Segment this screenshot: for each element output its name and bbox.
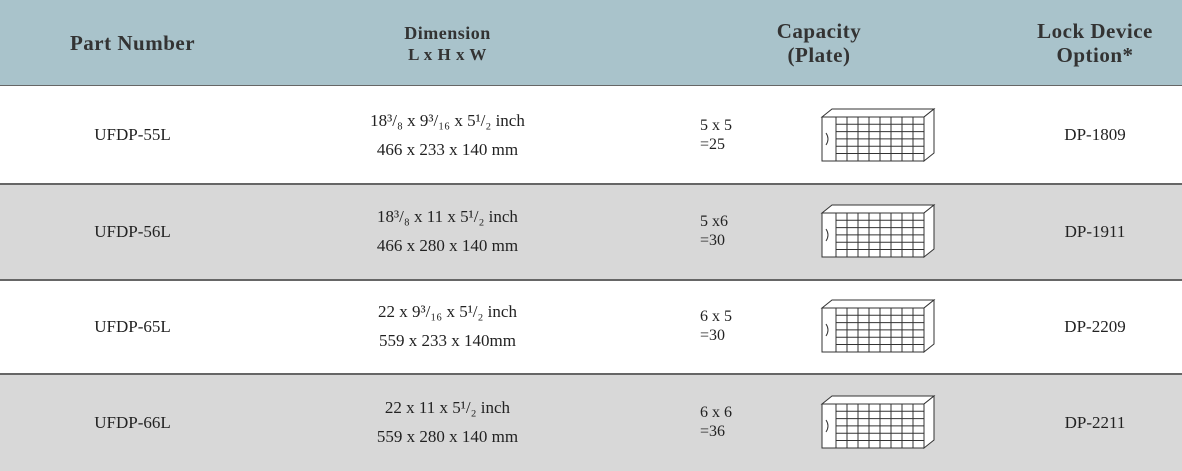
part-number: UFDP-66L: [94, 412, 171, 432]
dimension-cell: 22 x 11 x 5¹/₂ inch 559 x 280 x 140 mm: [265, 373, 630, 471]
capacity-text: 5 x 5 =25: [700, 116, 732, 154]
header-cell: Capacity (Plate): [630, 0, 1008, 86]
capacity-text: 5 x6 =30: [700, 212, 728, 250]
header-text: Lock Device: [1037, 19, 1153, 43]
part-number: UFDP-55L: [94, 125, 171, 144]
part-cell: UFDP-56L: [0, 183, 265, 279]
lock-option: DP-2209: [1064, 316, 1126, 336]
crate-icon: [820, 298, 936, 354]
dimension-cell: 18³/₈ x 9³/₁₆ x 5¹/₂ inch 466 x 233 x 140…: [265, 86, 630, 183]
table-row: [0, 373, 1182, 471]
crate-icon: [820, 394, 936, 450]
lock-cell: DP-1809: [1008, 86, 1182, 183]
part-cell: UFDP-65L: [0, 279, 265, 373]
header-text: Option*: [1056, 43, 1134, 67]
header-text: Part Number: [69, 31, 196, 55]
table-row: [0, 86, 1182, 183]
crate-icon: [820, 203, 936, 259]
dimension-cell: 22 x 9³/₁₆ x 5¹/₂ inch 559 x 233 x 140mm: [265, 279, 630, 373]
dimension-mm: 559 x 280 x 140 mm: [376, 427, 519, 446]
capacity-grid: 6 x 5: [700, 308, 732, 325]
lock-cell: DP-1911: [1008, 183, 1182, 279]
lock-option: DP-1809: [1064, 125, 1126, 144]
capacity-total: =30: [700, 232, 726, 249]
part-cell: UFDP-55L: [0, 86, 265, 183]
lock-option: DP-1911: [1064, 221, 1126, 241]
dimension-inch: 18³/₈ x 11 x 5¹/₂ inch: [377, 207, 518, 226]
dimension-cell: 18³/₈ x 11 x 5¹/₂ inch 466 x 280 x 140 mm: [265, 183, 630, 279]
capacity-total: =25: [700, 135, 726, 153]
part-number: UFDP-65L: [94, 316, 171, 336]
dimension-mm: 466 x 280 x 140 mm: [376, 236, 519, 255]
dimension-inch: 22 x 9³/₁₆ x 5¹/₂ inch: [378, 302, 517, 321]
part-cell: UFDP-66L: [0, 373, 265, 471]
lock-cell: DP-2211: [1008, 373, 1182, 471]
part-number: UFDP-56L: [94, 221, 171, 241]
capacity-text: 6 x 5 =30: [700, 307, 732, 345]
lock-cell: DP-2209: [1008, 279, 1182, 373]
capacity-grid: 5 x 5: [700, 116, 732, 134]
table-row: [0, 183, 1182, 279]
capacity-grid: 6 x 6: [700, 404, 732, 421]
header-text: Dimension: [404, 23, 491, 43]
crate-icon: [820, 107, 936, 162]
table-row: [0, 279, 1182, 373]
dimension-inch: 18³/₈ x 9³/₁₆ x 5¹/₂ inch: [370, 110, 525, 130]
capacity-text: 6 x 6 =36: [700, 403, 732, 441]
header-cell: Dimension L x H x W: [265, 0, 630, 86]
dimension-mm: 559 x 233 x 140mm: [379, 331, 516, 350]
capacity-total: =30: [700, 327, 726, 344]
header-text: Capacity: [776, 19, 862, 43]
dimension-inch: 22 x 11 x 5¹/₂ inch: [384, 398, 511, 417]
capacity-grid: 5 x6: [700, 213, 728, 230]
capacity-total: =36: [700, 423, 726, 440]
header-cell: Lock Device Option*: [1008, 0, 1182, 86]
lock-option: DP-2211: [1064, 412, 1126, 432]
header-text: L x H x W: [408, 45, 487, 64]
header-text: (Plate): [787, 43, 851, 67]
header-row: [0, 0, 1182, 86]
dimension-mm: 466 x 233 x 140 mm: [376, 139, 519, 159]
header-cell: Part Number: [0, 0, 265, 86]
